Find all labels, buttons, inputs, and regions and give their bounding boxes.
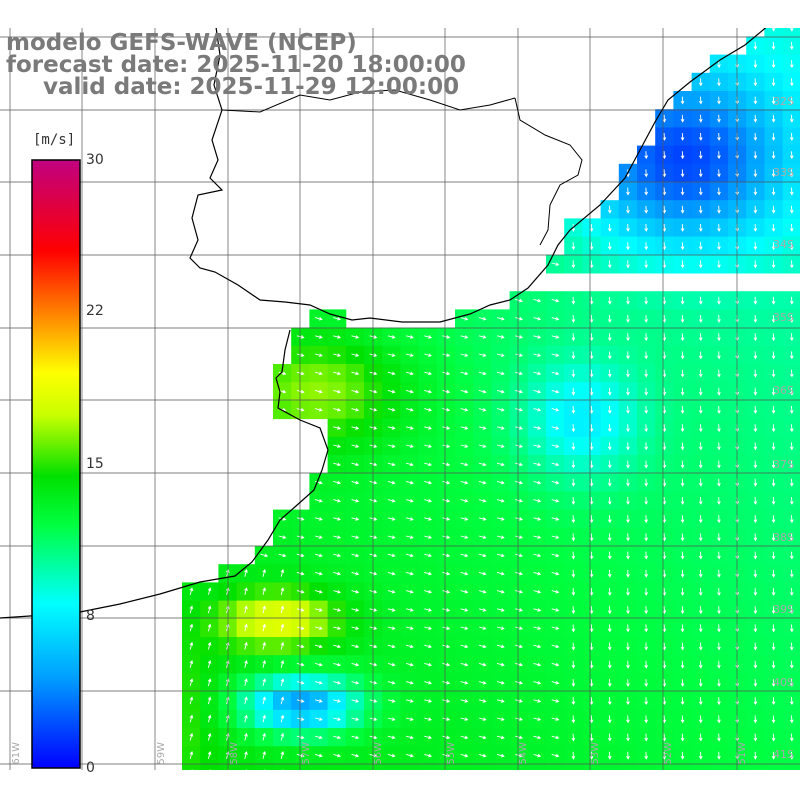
lat-label: 34S [773, 238, 794, 251]
lat-label: 35S [773, 311, 794, 324]
lat-label: 39S [773, 603, 794, 616]
lon-label: 55W [446, 742, 457, 765]
lon-label: 52W [663, 742, 674, 765]
colorbar-tick-22: 22 [86, 303, 104, 319]
lon-label: 51W [737, 742, 748, 765]
lat-label: 37S [773, 458, 794, 471]
wind-speed-field [182, 18, 800, 800]
lon-label: 59W [156, 742, 167, 765]
lon-label: 56W [373, 742, 384, 765]
lat-label: 36S [773, 384, 794, 397]
top-margin [0, 0, 800, 28]
model-title: modelo GEFS-WAVE (NCEP) [6, 30, 357, 56]
colorbar-gradient [31, 159, 81, 769]
bottom-margin [0, 770, 800, 800]
colorbar-unit: [m/s] [33, 132, 76, 148]
lat-label: 32S [773, 95, 794, 108]
lon-label: 53W [590, 742, 601, 765]
lat-label: 41S [773, 748, 794, 761]
lon-label: 61W [11, 742, 22, 765]
forecast-date: forecast date: 2025-11-20 18:00:00 [6, 52, 466, 78]
colorbar-tick-min: 0 [86, 760, 95, 776]
coastline [0, 19, 776, 619]
lat-label: 38S [773, 531, 794, 544]
colorbar-tick-15: 15 [86, 456, 104, 472]
lat-label: 33S [773, 166, 794, 179]
lat-lon-grid [0, 28, 800, 770]
colorbar-tick-max: 30 [86, 152, 104, 168]
valid-date: valid date: 2025-11-29 12:00:00 [43, 74, 460, 100]
lat-label: 40S [773, 676, 794, 689]
lon-label: 58W [229, 742, 240, 765]
lon-label: 54W [518, 742, 529, 765]
colorbar [31, 159, 81, 769]
colorbar-tick-8: 8 [86, 608, 95, 624]
river-border-line [221, 89, 583, 246]
lon-label: 57W [301, 742, 312, 765]
